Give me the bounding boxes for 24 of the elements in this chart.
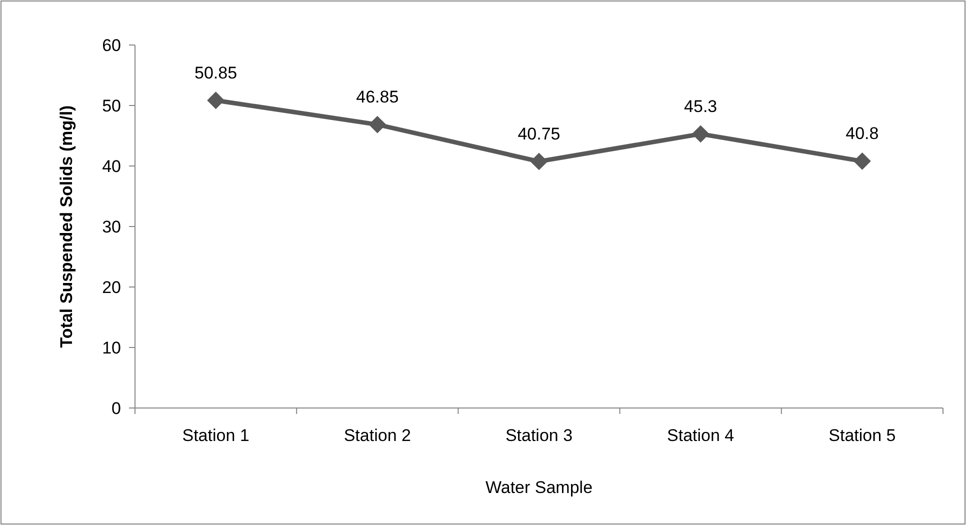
y-tick-label: 40 (102, 156, 121, 176)
data-label: 45.3 (684, 96, 718, 116)
point (530, 152, 548, 170)
x-tick-label: Station 3 (505, 426, 573, 445)
point (692, 125, 710, 142)
data-label: 40.8 (846, 124, 879, 144)
x-axis-title: Water Sample (485, 478, 593, 497)
x-tick-label: Station 5 (828, 426, 896, 445)
y-tick-label: 50 (102, 96, 121, 116)
y-axis-title: Total Suspended Solids (mg/l) (57, 105, 76, 348)
point (854, 152, 871, 170)
data-label: 46.85 (356, 88, 399, 107)
data-label: 40.75 (518, 124, 560, 144)
x-tick-label: Station 2 (344, 426, 411, 445)
x-tick-label: Station 1 (182, 426, 250, 445)
y-tick-label: 30 (102, 217, 121, 236)
point (368, 116, 386, 134)
y-tick-label: 0 (112, 398, 121, 418)
y-tick-label: 10 (102, 338, 121, 358)
point (207, 92, 224, 109)
y-tick-label: 60 (102, 36, 121, 55)
y-tick-label: 20 (102, 278, 121, 297)
data-label: 50.85 (194, 63, 238, 82)
x-tick-label: Station 4 (667, 426, 734, 445)
